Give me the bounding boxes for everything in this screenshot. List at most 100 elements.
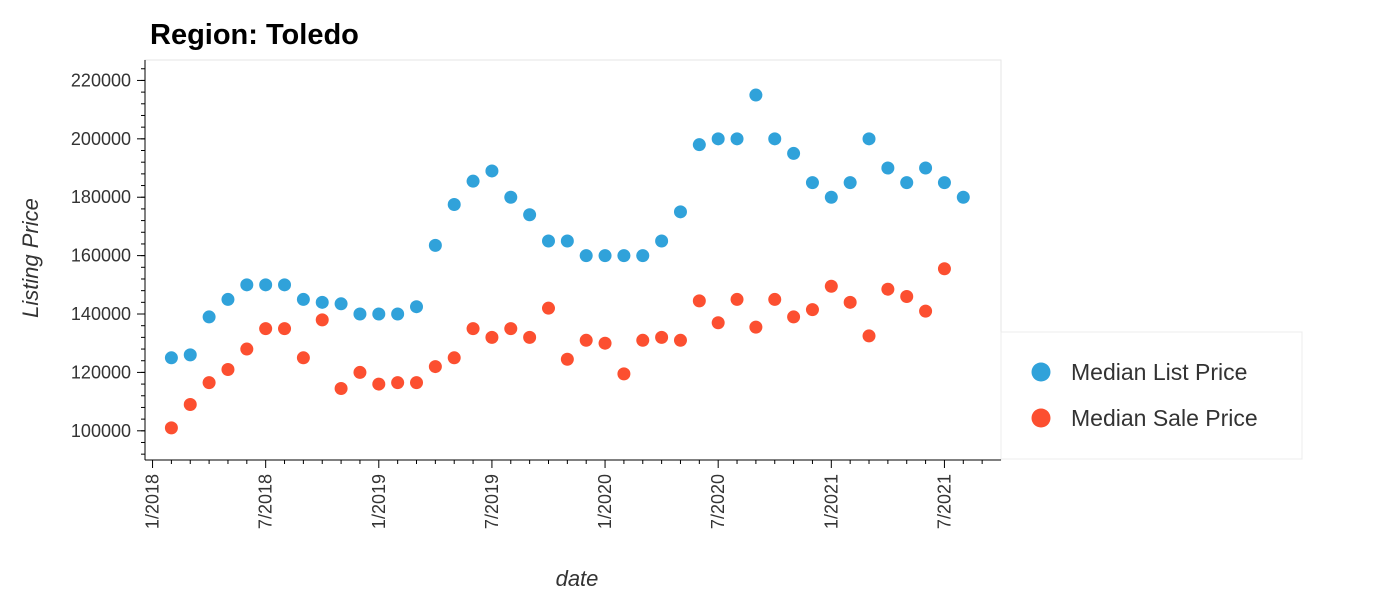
median-list-price-point	[768, 132, 782, 146]
x-tick-label: 7/2019	[482, 474, 502, 529]
median-sale-price-point	[579, 333, 593, 347]
median-sale-price-point	[296, 351, 310, 365]
median-list-price-point	[598, 249, 612, 263]
legend-marker-median-sale-price	[1031, 408, 1051, 428]
median-list-price-point	[956, 190, 970, 204]
legend-marker-median-list-price	[1031, 362, 1051, 382]
y-axis: 100000 120000 140000 160000 180000 200000 2200…	[71, 60, 146, 460]
x-tick-label: 7/2018	[256, 474, 276, 529]
median-sale-price-point	[447, 351, 461, 365]
median-list-price-point	[881, 161, 895, 175]
median-list-price-point	[259, 278, 273, 292]
median-list-price-point	[560, 234, 574, 248]
median-list-price-point	[900, 176, 914, 190]
median-list-price-point	[240, 278, 254, 292]
median-list-price-point	[937, 176, 951, 190]
legend[interactable]: Median List Price Median Sale Price	[1000, 331, 1303, 460]
median-list-price-point	[485, 164, 499, 178]
median-list-price-point	[805, 176, 819, 190]
median-sale-price-point	[183, 398, 197, 412]
median-list-price-point	[636, 249, 650, 263]
median-list-price-point	[296, 292, 310, 306]
median-list-price-point	[278, 278, 292, 292]
median-list-price-point	[617, 249, 631, 263]
median-sale-price-point	[862, 329, 876, 343]
x-tick-label: 1/2021	[821, 474, 841, 529]
x-tick-label: 1/2018	[143, 474, 163, 529]
median-list-price-point	[711, 132, 725, 146]
median-sale-price-point	[824, 279, 838, 293]
median-sale-price-point	[900, 289, 914, 303]
median-list-price-point	[164, 351, 178, 365]
median-sale-price-point	[598, 336, 612, 350]
median-list-price-point	[824, 190, 838, 204]
median-list-price-point	[523, 208, 537, 222]
legend-label-median-list-price: Median List Price	[1071, 359, 1247, 385]
median-sale-price-point	[410, 376, 424, 390]
median-list-price-point	[447, 198, 461, 212]
x-tick-label: 1/2019	[369, 474, 389, 529]
median-sale-price-point	[164, 421, 178, 435]
median-sale-price-point	[202, 376, 216, 390]
median-sale-price-point	[353, 365, 367, 379]
median-list-price-point	[466, 174, 480, 188]
median-list-price-point	[183, 348, 197, 362]
median-sale-price-point	[523, 330, 537, 344]
median-sale-price-point	[259, 322, 273, 336]
x-tick-label: 7/2021	[934, 474, 954, 529]
median-list-price-point	[410, 300, 424, 314]
median-sale-price-point	[711, 316, 725, 330]
median-list-price-point	[787, 146, 801, 160]
median-sale-price-point	[749, 320, 763, 334]
y-tick-label: 160000	[71, 246, 131, 266]
median-sale-price-point	[391, 376, 405, 390]
median-sale-price-point	[636, 333, 650, 347]
median-sale-price-point	[315, 313, 329, 327]
median-list-price-point	[372, 307, 386, 321]
median-sale-price-point	[843, 295, 857, 309]
median-list-price-point	[655, 234, 669, 248]
median-list-price-point	[673, 205, 687, 219]
median-list-price-point	[504, 190, 518, 204]
median-list-price-point	[353, 307, 367, 321]
median-sale-price-point	[221, 362, 235, 376]
y-tick-label: 140000	[71, 304, 131, 324]
median-list-price-point	[730, 132, 744, 146]
median-sale-price-point	[937, 262, 951, 276]
y-tick-label: 200000	[71, 129, 131, 149]
x-tick-label: 1/2020	[595, 474, 615, 529]
median-sale-price-point	[617, 367, 631, 381]
data-points	[164, 88, 970, 435]
median-sale-price-point	[334, 381, 348, 395]
median-sale-price-point	[504, 322, 518, 336]
median-sale-price-point	[919, 304, 933, 318]
x-axis-label: date	[556, 566, 599, 591]
median-list-price-point	[391, 307, 405, 321]
y-axis-label: Listing Price	[18, 198, 43, 318]
median-list-price-point	[428, 238, 442, 252]
median-list-price-point	[541, 234, 555, 248]
median-sale-price-point	[881, 282, 895, 296]
y-tick-label: 220000	[71, 70, 131, 90]
median-sale-price-point	[805, 303, 819, 317]
median-sale-price-point	[428, 360, 442, 374]
y-tick-label: 180000	[71, 187, 131, 207]
median-sale-price-point	[730, 292, 744, 306]
median-sale-price-point	[240, 342, 254, 356]
median-sale-price-point	[655, 330, 669, 344]
median-sale-price-point	[466, 322, 480, 336]
legend-label-median-sale-price: Median Sale Price	[1071, 405, 1258, 431]
median-list-price-point	[862, 132, 876, 146]
median-sale-price-point	[787, 310, 801, 324]
median-sale-price-point	[541, 301, 555, 315]
median-sale-price-point	[485, 330, 499, 344]
median-list-price-point	[843, 176, 857, 190]
median-sale-price-point	[768, 292, 782, 306]
median-list-price-point	[692, 138, 706, 152]
median-list-price-point	[749, 88, 763, 102]
x-tick-label: 7/2020	[708, 474, 728, 529]
legend-box	[1000, 331, 1303, 460]
median-sale-price-point	[278, 322, 292, 336]
median-sale-price-point	[673, 333, 687, 347]
